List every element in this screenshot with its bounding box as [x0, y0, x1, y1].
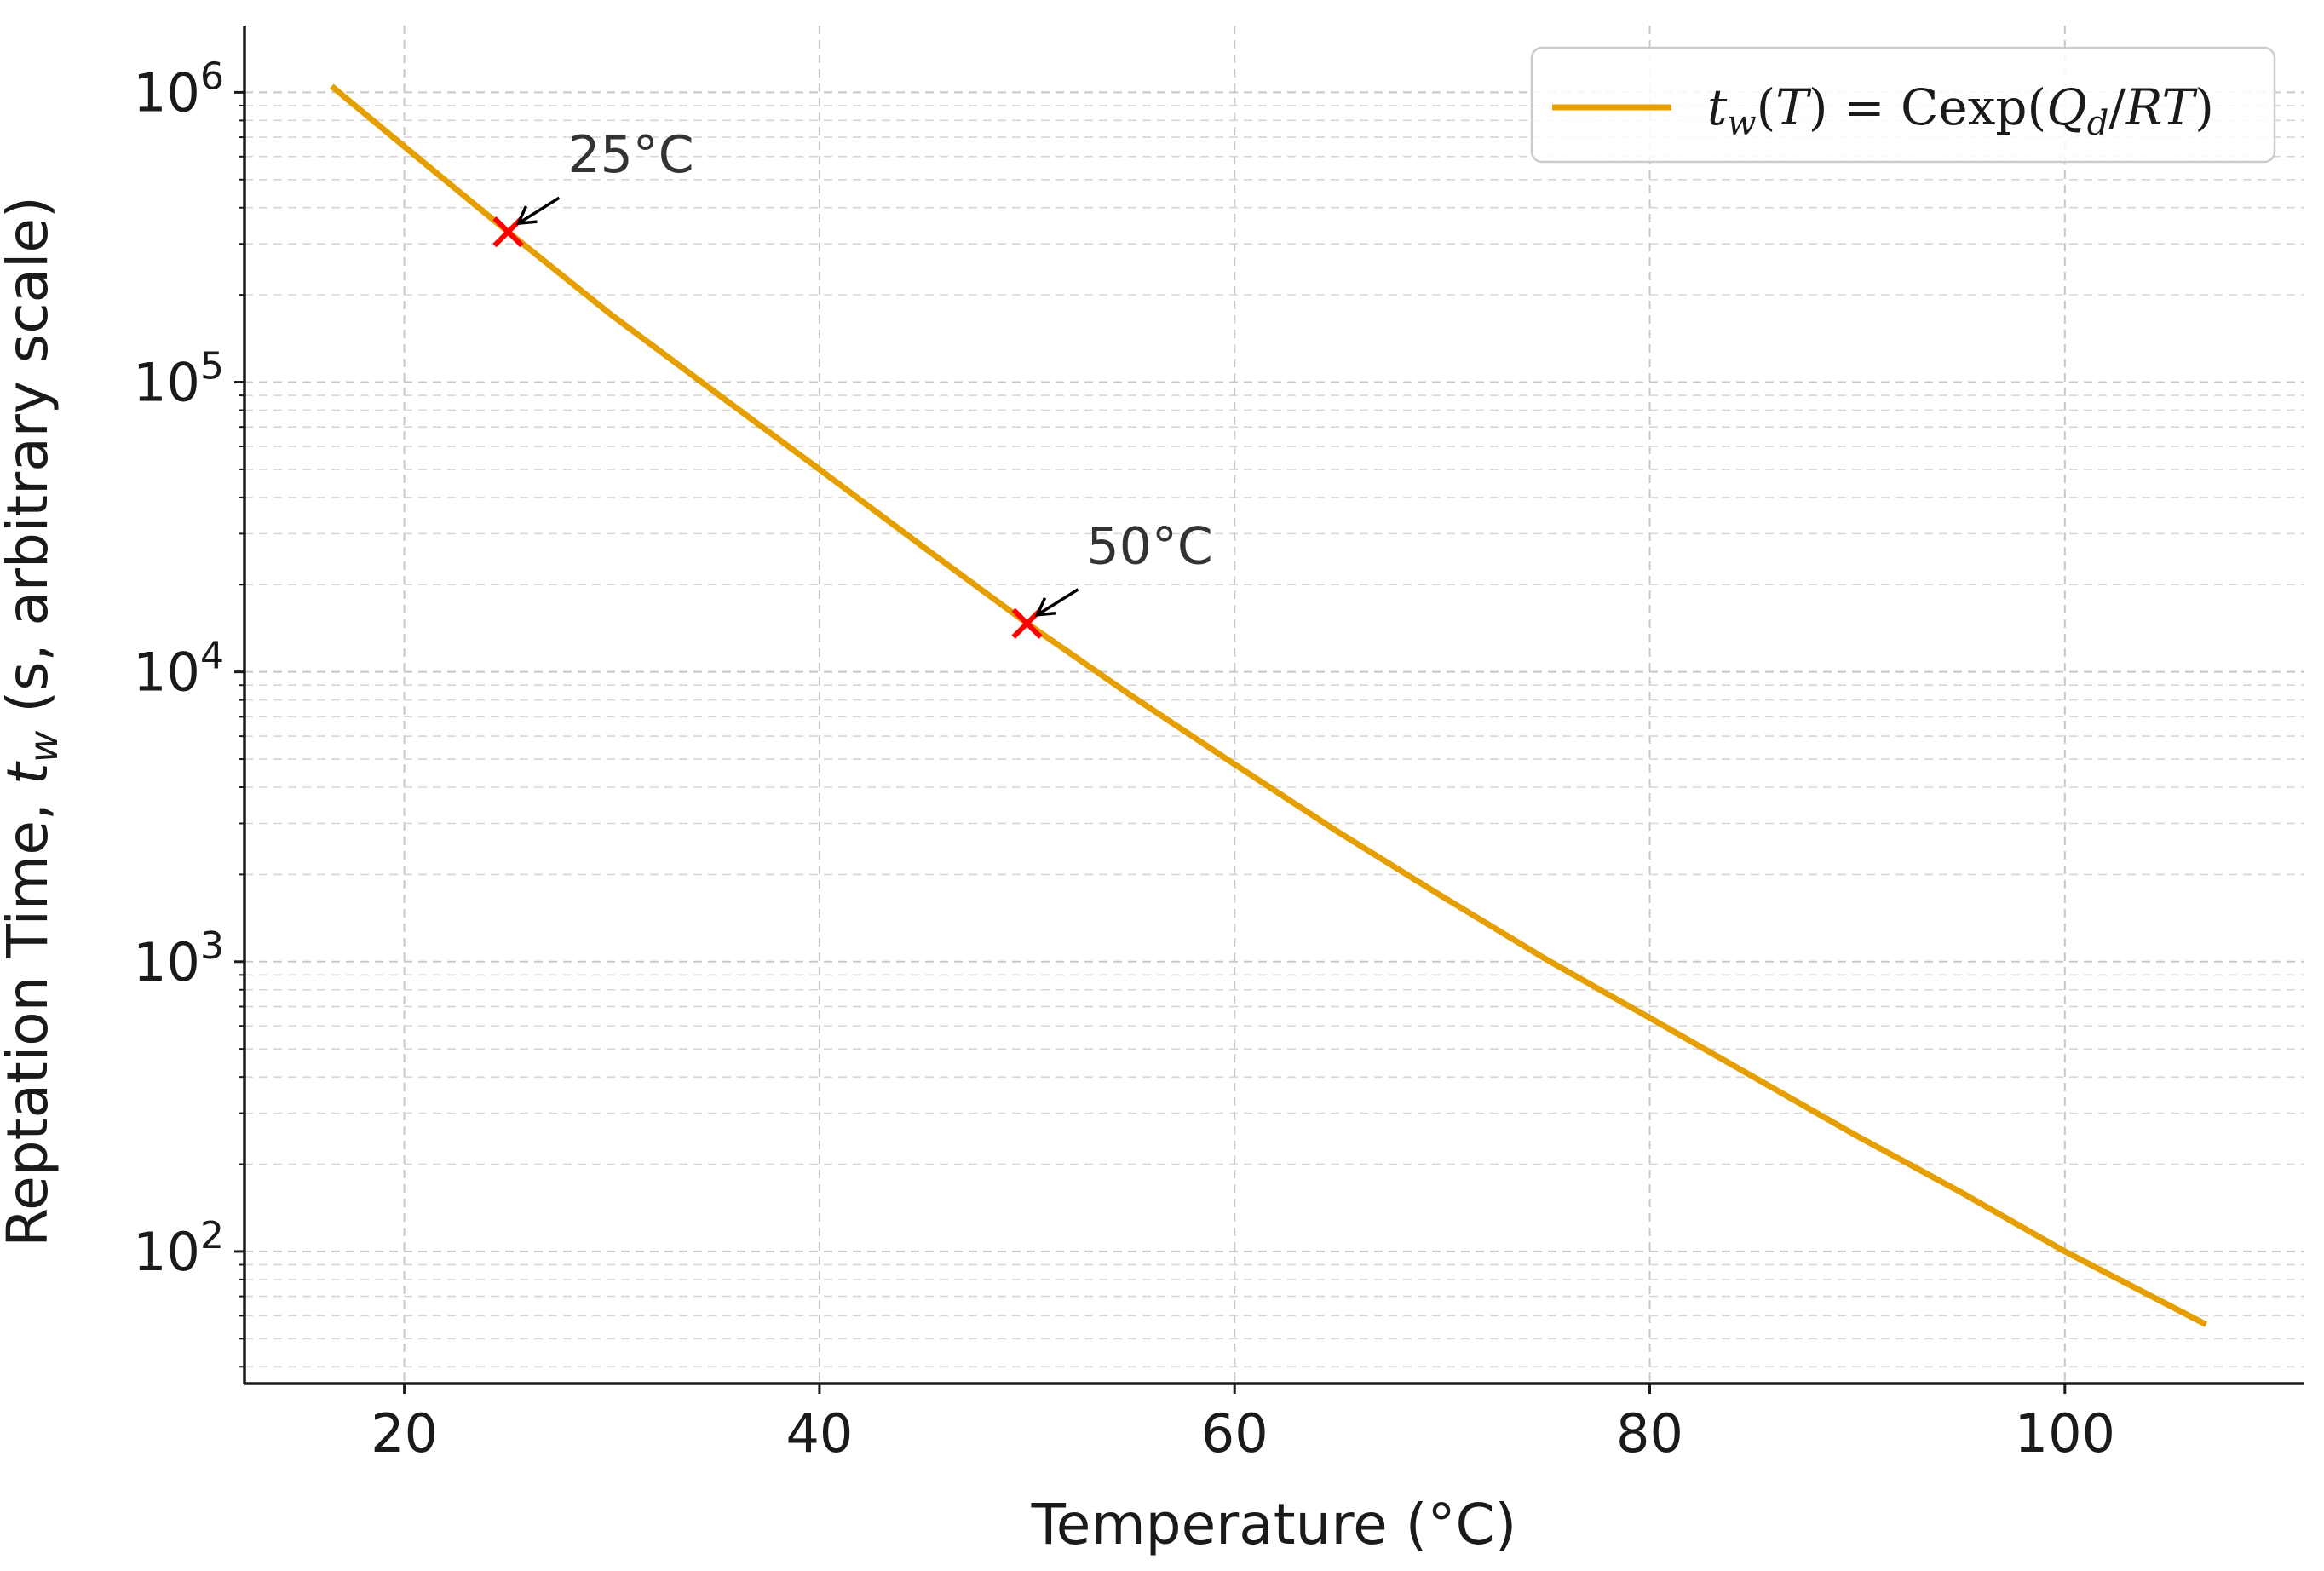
annotation-arrowhead [1034, 597, 1056, 617]
tick-layer: 20 40 60 80 100 102 103 104 105 106 [133, 55, 2115, 1465]
legend: tw(T) = Cexp(Qd/RT) [1530, 46, 2276, 164]
axes [243, 26, 2304, 1385]
y-tick-label: 106 [133, 55, 224, 124]
legend-box [1530, 46, 2276, 164]
annotation-label: 25°C [567, 125, 693, 185]
y-tick-label: 102 [133, 1214, 224, 1283]
x-tick-label: 40 [785, 1402, 853, 1465]
y-tick-label: 104 [133, 635, 224, 704]
annotation-label: 50°C [1087, 517, 1213, 577]
annotation-marker: 50°C [1011, 517, 1213, 639]
annotation-arrow [1036, 588, 1079, 617]
annotation-marker: 25°C [492, 125, 694, 248]
grid [244, 26, 2304, 1384]
y-tick-label: 105 [133, 345, 224, 414]
y-tick-label: 103 [133, 924, 224, 993]
legend-label: tw(T) = Cexp(Qd/RT) [1707, 78, 2214, 143]
x-tick-label: 100 [2015, 1402, 2115, 1465]
x-axis-title: Temperature (°C) [1031, 1492, 1517, 1557]
y-axis-title: Reptation Time, tw (s, arbitrary scale) [0, 196, 66, 1246]
x-tick-label: 80 [1616, 1402, 1683, 1465]
series-line [330, 83, 2208, 1327]
marker-layer: 25°C 50°C [492, 125, 1213, 639]
series-layer [330, 83, 2208, 1327]
annotation-arrowhead [515, 205, 538, 226]
x-tick-label: 60 [1201, 1402, 1268, 1465]
x-tick-label: 20 [371, 1402, 438, 1465]
annotation-arrow [517, 196, 561, 225]
